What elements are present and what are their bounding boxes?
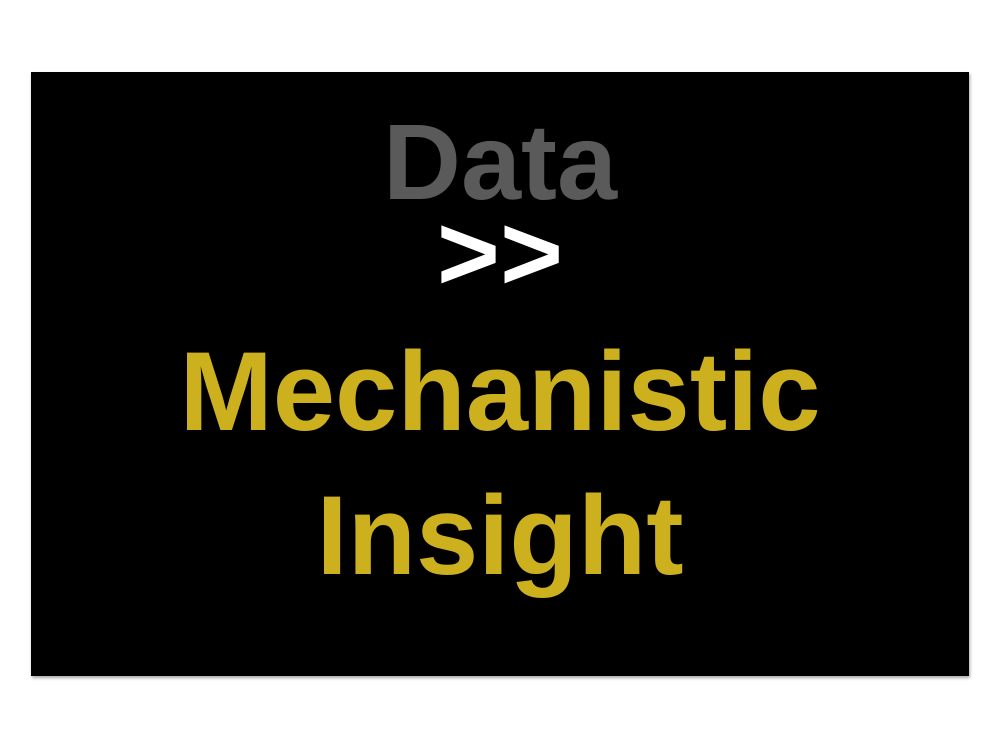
heading-insight: Insight (316, 473, 684, 598)
heading-data: Data (382, 101, 618, 222)
black-text-panel: Data >> Mechanistic Insight (31, 72, 969, 676)
heading-mechanistic: Mechanistic (179, 329, 821, 454)
double-arrow-text: >> (436, 192, 564, 313)
